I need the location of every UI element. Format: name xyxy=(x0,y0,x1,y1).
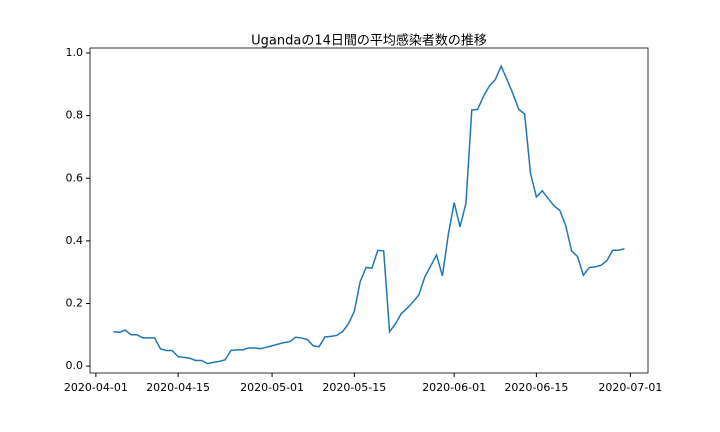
y-tick-label: 0.4 xyxy=(66,234,84,247)
y-tick-label: 0.0 xyxy=(66,359,84,372)
x-tick-label: 2020-05-15 xyxy=(322,381,386,394)
x-tick-label: 2020-06-15 xyxy=(504,381,568,394)
x-tick-label: 2020-04-15 xyxy=(146,381,210,394)
x-tick-label: 2020-06-01 xyxy=(422,381,486,394)
x-tick-label: 2020-04-01 xyxy=(64,381,128,394)
x-tick-label: 2020-05-01 xyxy=(240,381,304,394)
y-tick-label: 0.2 xyxy=(66,296,84,309)
x-tick-label: 2020-07-01 xyxy=(598,381,662,394)
chart-title: Ugandaの14日間の平均感染者数の推移 xyxy=(251,33,487,49)
y-tick-label: 0.8 xyxy=(66,109,84,122)
y-tick-label: 0.6 xyxy=(66,171,84,184)
y-tick-label: 1.0 xyxy=(66,46,84,59)
line-series xyxy=(113,64,625,365)
plot-frame xyxy=(89,47,649,374)
